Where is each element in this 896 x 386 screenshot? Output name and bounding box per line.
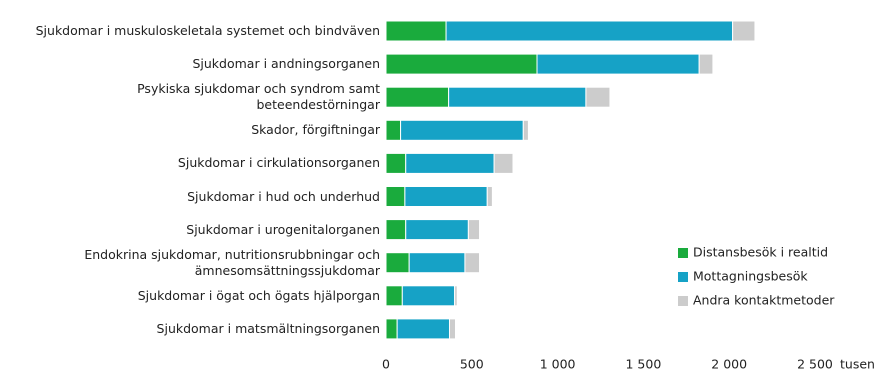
bar-segment xyxy=(385,186,406,207)
bar-segment xyxy=(732,20,756,42)
category-label: Endokrina sjukdomar, nutritionsrubbninga… xyxy=(84,246,380,278)
category-label: Sjukdomar i hud och underhud xyxy=(187,188,380,204)
legend-label: Distansbesök i realtid xyxy=(693,245,828,260)
bar-segment xyxy=(467,219,481,241)
legend-swatch xyxy=(678,296,688,306)
x-tick-label: 2 000 xyxy=(711,357,747,372)
category-label: Psykiska sjukdomar och syndrom samt bete… xyxy=(137,81,380,113)
bar-segment xyxy=(493,152,514,174)
bar-segment xyxy=(448,318,456,340)
bar-segment xyxy=(408,252,466,274)
bar-segment xyxy=(385,119,402,141)
bar-segment xyxy=(464,252,481,274)
legend-label: Mottagningsbesök xyxy=(693,269,808,284)
category-label: Sjukdomar i ögat och ögats hjälporgan xyxy=(137,287,380,303)
bar-segment xyxy=(401,285,456,307)
bar-segment xyxy=(385,219,407,241)
legend-swatch xyxy=(678,272,688,282)
bar-segment xyxy=(385,252,410,274)
legend-label: Andra kontaktmetoder xyxy=(693,293,835,308)
bar-segment xyxy=(585,86,611,108)
bar-segment xyxy=(536,53,700,75)
category-label: Sjukdomar i matsmältningsorganen xyxy=(156,320,380,336)
bar-segment xyxy=(385,20,447,42)
legend-swatch xyxy=(678,248,688,258)
bar-segment xyxy=(698,53,714,75)
x-tick-label: 1 000 xyxy=(540,357,576,372)
category-label: Skador, förgiftningar xyxy=(251,122,380,138)
x-tick-label: 2 500 xyxy=(797,357,833,372)
bar-segment xyxy=(454,285,458,307)
bar-segment xyxy=(486,186,493,207)
bar-segment xyxy=(385,152,407,174)
category-label: Sjukdomar i muskuloskeletala systemet oc… xyxy=(35,23,380,38)
bar-segment xyxy=(396,318,450,340)
bar-segment xyxy=(445,20,734,42)
category-label: Sjukdomar i cirkulationsorganen xyxy=(177,155,380,171)
bar-segment xyxy=(404,186,488,207)
category-label: Sjukdomar i andningsorganen xyxy=(192,56,380,72)
bar-segment xyxy=(448,86,587,108)
bar-segment xyxy=(405,219,469,241)
bar-segment xyxy=(385,53,538,75)
category-label: Sjukdomar i urogenitalorganen xyxy=(186,221,380,237)
x-tick-label: 500 xyxy=(460,357,484,372)
bar-segment xyxy=(405,152,495,174)
x-unit: tusen xyxy=(840,357,875,372)
bar-segment xyxy=(522,119,529,141)
x-tick-label: 1 500 xyxy=(626,357,662,372)
bar-segment xyxy=(385,318,398,340)
x-tick-label: 0 xyxy=(382,357,390,372)
bar-segment xyxy=(385,285,403,307)
bar-segment xyxy=(400,119,524,141)
bar-segment xyxy=(385,86,450,108)
